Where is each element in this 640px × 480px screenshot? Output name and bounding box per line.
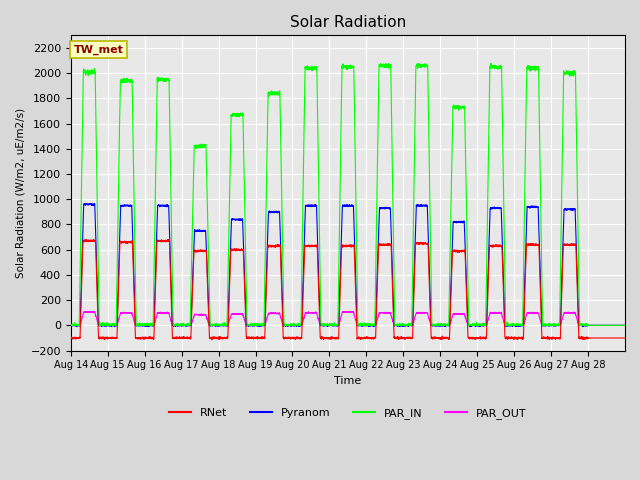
- PAR_IN: [487, 60, 495, 66]
- RNet: [90, 237, 97, 242]
- Line: Pyranom: Pyranom: [71, 204, 625, 326]
- RNet: [442, 335, 449, 340]
- PAR_OUT: [67, 323, 75, 328]
- RNet: [100, 337, 108, 343]
- PAR_OUT: [621, 323, 629, 328]
- Pyranom: [328, 323, 335, 328]
- Pyranom: [442, 323, 449, 329]
- Text: TW_met: TW_met: [74, 45, 124, 55]
- PAR_IN: [67, 323, 75, 328]
- Title: Solar Radiation: Solar Radiation: [290, 15, 406, 30]
- RNet: [67, 335, 75, 341]
- PAR_OUT: [472, 322, 480, 328]
- PAR_IN: [504, 323, 511, 328]
- RNet: [504, 336, 511, 342]
- Pyranom: [504, 323, 511, 328]
- PAR_IN: [621, 323, 628, 328]
- Pyranom: [466, 324, 474, 329]
- Pyranom: [67, 323, 75, 329]
- RNet: [328, 336, 335, 341]
- PAR_OUT: [504, 322, 511, 328]
- X-axis label: Time: Time: [334, 376, 362, 386]
- Line: RNet: RNet: [71, 240, 625, 340]
- PAR_OUT: [67, 322, 75, 328]
- PAR_OUT: [328, 323, 335, 328]
- Pyranom: [621, 323, 628, 328]
- Y-axis label: Solar Radiation (W/m2, uE/m2/s): Solar Radiation (W/m2, uE/m2/s): [15, 108, 25, 278]
- Legend: RNet, Pyranom, PAR_IN, PAR_OUT: RNet, Pyranom, PAR_IN, PAR_OUT: [164, 404, 531, 423]
- Line: PAR_IN: PAR_IN: [71, 63, 625, 325]
- RNet: [621, 335, 628, 341]
- PAR_IN: [166, 156, 174, 161]
- RNet: [621, 335, 629, 341]
- PAR_OUT: [621, 323, 628, 328]
- PAR_IN: [327, 323, 335, 328]
- Pyranom: [621, 323, 629, 328]
- Pyranom: [166, 261, 174, 267]
- Pyranom: [86, 201, 94, 206]
- PAR_IN: [621, 323, 629, 328]
- Pyranom: [472, 323, 480, 328]
- PAR_IN: [442, 322, 449, 328]
- PAR_OUT: [442, 323, 449, 328]
- PAR_OUT: [167, 317, 175, 323]
- RNet: [472, 336, 480, 341]
- PAR_OUT: [86, 309, 93, 314]
- RNet: [167, 277, 175, 283]
- Line: PAR_OUT: PAR_OUT: [71, 312, 625, 325]
- PAR_IN: [472, 323, 480, 328]
